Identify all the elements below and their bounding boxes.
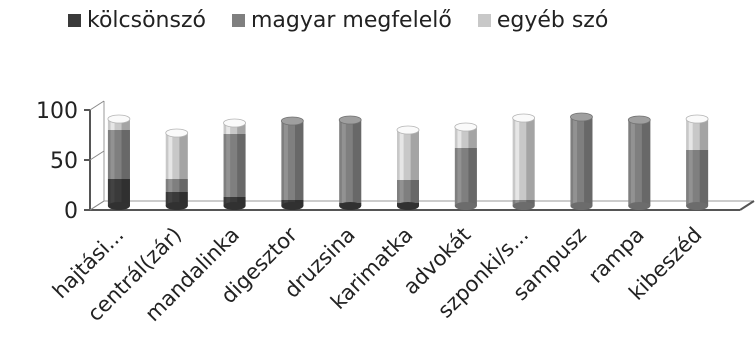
- bar-segment-highlight: [341, 120, 346, 203]
- bar-segment-highlight: [168, 192, 173, 206]
- bar-segment-highlight: [515, 118, 520, 200]
- bar-segment-shade: [410, 130, 419, 180]
- bar-segment-shade: [468, 148, 477, 206]
- bar-segment-shade: [468, 127, 477, 148]
- bar-bottom: [165, 202, 188, 210]
- bar-segment-highlight: [688, 119, 693, 150]
- bar-cap: [338, 115, 362, 125]
- bar-bottom: [512, 202, 535, 210]
- bar-cap: [280, 116, 304, 126]
- bar-cap: [223, 118, 246, 128]
- bar-segment-highlight: [630, 120, 635, 206]
- bar-segment-shade: [410, 180, 419, 203]
- bar-segment-highlight: [226, 197, 231, 206]
- y-tick-label: 0: [64, 199, 78, 224]
- y-tick-depth: [89, 100, 105, 111]
- legend-item-kolcsonszo: kölcsönszó: [68, 8, 206, 33]
- bar-bottom: [281, 202, 304, 210]
- legend-item-egyeb-szo: egyéb szó: [477, 8, 609, 33]
- bar-segment-shade: [699, 119, 709, 150]
- bar-segment-highlight: [457, 127, 462, 148]
- bar-segment-shade: [352, 120, 362, 203]
- bar-segment-shade: [526, 118, 535, 200]
- bar-segment-shade: [641, 120, 651, 206]
- bar-segment-shade: [295, 121, 304, 200]
- legend-label: egyéb szó: [496, 8, 609, 33]
- bar-segment: [107, 119, 130, 130]
- bar-cap: [165, 128, 189, 138]
- bar-cap: [107, 114, 131, 124]
- bar-segment-highlight: [284, 121, 288, 200]
- bar-bottom: [339, 202, 362, 210]
- bar-segment: [223, 123, 246, 134]
- bar-segment-highlight: [457, 148, 462, 206]
- bar-segment-highlight: [573, 117, 578, 206]
- bar-segment-shade: [179, 133, 188, 179]
- bar-segment-highlight: [399, 130, 404, 180]
- y-tick-depth: [89, 150, 105, 161]
- bar-segment-shade: [584, 117, 593, 206]
- bar-segment-highlight: [168, 179, 173, 192]
- legend-label: magyar megfelelő: [250, 8, 452, 33]
- bar-cap: [627, 115, 651, 125]
- legend-swatch: [477, 14, 491, 27]
- bar-bottom: [628, 202, 651, 210]
- bar-segment-highlight: [399, 180, 404, 203]
- legend-item-magyar-megfelelo: magyar megfelelő: [231, 8, 452, 33]
- bar-segment-shade: [237, 134, 246, 197]
- y-tick-label: 50: [50, 149, 78, 174]
- bar-segment-shade: [179, 179, 188, 192]
- bar-bottom: [686, 202, 709, 210]
- bar-segment-highlight: [110, 119, 115, 130]
- bar-segment-highlight: [110, 130, 115, 179]
- bar-cap: [570, 112, 593, 122]
- legend-label: kölcsönszó: [87, 8, 206, 33]
- legend-swatch: [68, 14, 81, 27]
- bar-segment-shade: [237, 197, 246, 206]
- bar-segment-shade: [237, 123, 246, 134]
- bar-segment-highlight: [226, 123, 231, 134]
- bar-segment-shade: [121, 130, 130, 179]
- bar-segment-shade: [121, 119, 130, 130]
- bar-cap: [454, 122, 478, 132]
- bar-bottom: [454, 202, 477, 210]
- legend-swatch: [231, 14, 245, 27]
- legend: kölcsönszó magyar megfelelő egyéb szó: [68, 8, 608, 33]
- x-axis-depth: [739, 200, 755, 211]
- bar-segment-shade: [699, 150, 709, 206]
- bar-bottom: [397, 202, 419, 210]
- y-tick-depth: [89, 200, 105, 211]
- bar-segment: [223, 197, 246, 206]
- bar-segment-highlight: [168, 133, 173, 179]
- bar-cap: [685, 114, 709, 124]
- bar-segment-shade: [121, 179, 130, 206]
- bar-cap: [396, 125, 420, 135]
- bar-segment-highlight: [110, 179, 115, 206]
- y-tick-label: 100: [36, 99, 78, 124]
- bar-segment-shade: [179, 192, 188, 206]
- bar-bottom: [570, 202, 593, 210]
- bar-cap: [512, 113, 536, 123]
- bar-bottom: [107, 202, 130, 210]
- bar-segment-highlight: [688, 150, 693, 206]
- bar-segment-highlight: [226, 134, 231, 197]
- bar-bottom: [223, 202, 246, 210]
